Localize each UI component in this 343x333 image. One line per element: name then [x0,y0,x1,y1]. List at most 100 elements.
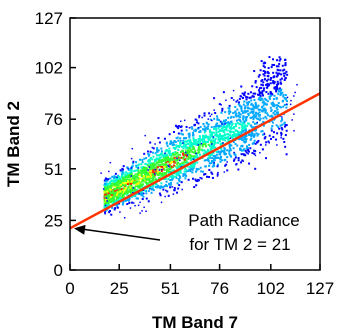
density-point [115,194,118,197]
density-point [221,138,224,141]
density-point [168,183,171,186]
density-point [147,190,150,193]
density-point [115,183,118,186]
density-point [139,212,141,214]
density-point [239,120,242,123]
density-point [259,117,262,120]
density-point [229,137,232,139]
density-point [203,125,206,128]
density-point [150,185,153,188]
density-point [276,104,279,107]
density-point [236,99,239,102]
density-point [260,91,263,94]
x-axis-ticks: 0 25 51 76 102 127 [65,264,334,298]
density-point [250,137,253,140]
density-point [258,93,261,96]
density-point [272,111,275,114]
density-point [132,189,135,192]
density-point [197,139,200,142]
density-point [177,156,180,159]
density-point [289,103,292,106]
density-point [241,145,244,148]
density-point [215,131,218,134]
density-point [123,179,126,182]
density-point [203,114,206,117]
density-point [141,178,144,181]
density-point [137,186,140,189]
density-point [162,163,165,166]
density-point [224,111,227,114]
density-point [267,67,270,70]
density-point [141,161,144,164]
density-point [160,152,163,155]
density-point [210,153,213,156]
density-point [237,114,240,117]
density-point [180,164,183,167]
density-point [126,190,129,193]
density-point [128,178,131,181]
density-point [245,151,248,154]
density-point [215,129,218,132]
density-point [222,142,224,144]
density-point [270,129,273,132]
density-point [271,121,274,124]
density-point [110,201,113,204]
density-point [210,131,213,134]
density-point [151,146,154,149]
density-point [164,174,167,177]
density-point [275,85,278,88]
density-point [119,211,121,213]
density-point [275,97,278,100]
density-point [274,113,277,116]
density-point [220,111,223,114]
density-point [260,86,263,89]
density-point [285,129,288,132]
density-point [174,156,177,159]
density-point [224,134,227,137]
density-point [179,141,182,144]
density-point [162,168,165,171]
density-point [254,150,257,153]
density-point [147,176,150,179]
density-point [154,143,156,145]
density-point [191,158,194,161]
density-point [128,183,131,186]
density-point [207,143,210,146]
density-point [222,151,225,154]
density-point [158,172,161,175]
density-point [154,159,157,162]
density-point [140,166,143,169]
density-point [209,129,212,132]
density-point [116,187,119,190]
density-point [222,91,225,94]
density-point [160,201,163,204]
density-point [195,168,198,171]
density-point [216,117,219,120]
density-point [221,129,224,132]
density-point [104,211,107,214]
density-point [121,170,124,173]
density-point [151,184,154,187]
density-point [259,152,261,154]
density-point [173,187,176,190]
density-point [187,152,190,155]
density-point [156,171,159,174]
density-point [272,101,275,104]
density-point [197,140,200,143]
density-point [253,116,256,119]
density-point [104,195,107,198]
density-point [282,105,285,108]
x-tick-label: 102 [257,279,285,298]
density-point [240,108,243,111]
density-point [218,103,221,106]
density-point [264,97,267,100]
density-point [166,154,169,157]
density-point [220,136,223,139]
density-point [109,188,112,191]
density-point [264,71,267,74]
density-point [281,64,284,67]
density-point [169,157,172,160]
density-point [182,147,185,150]
density-point [240,105,243,108]
